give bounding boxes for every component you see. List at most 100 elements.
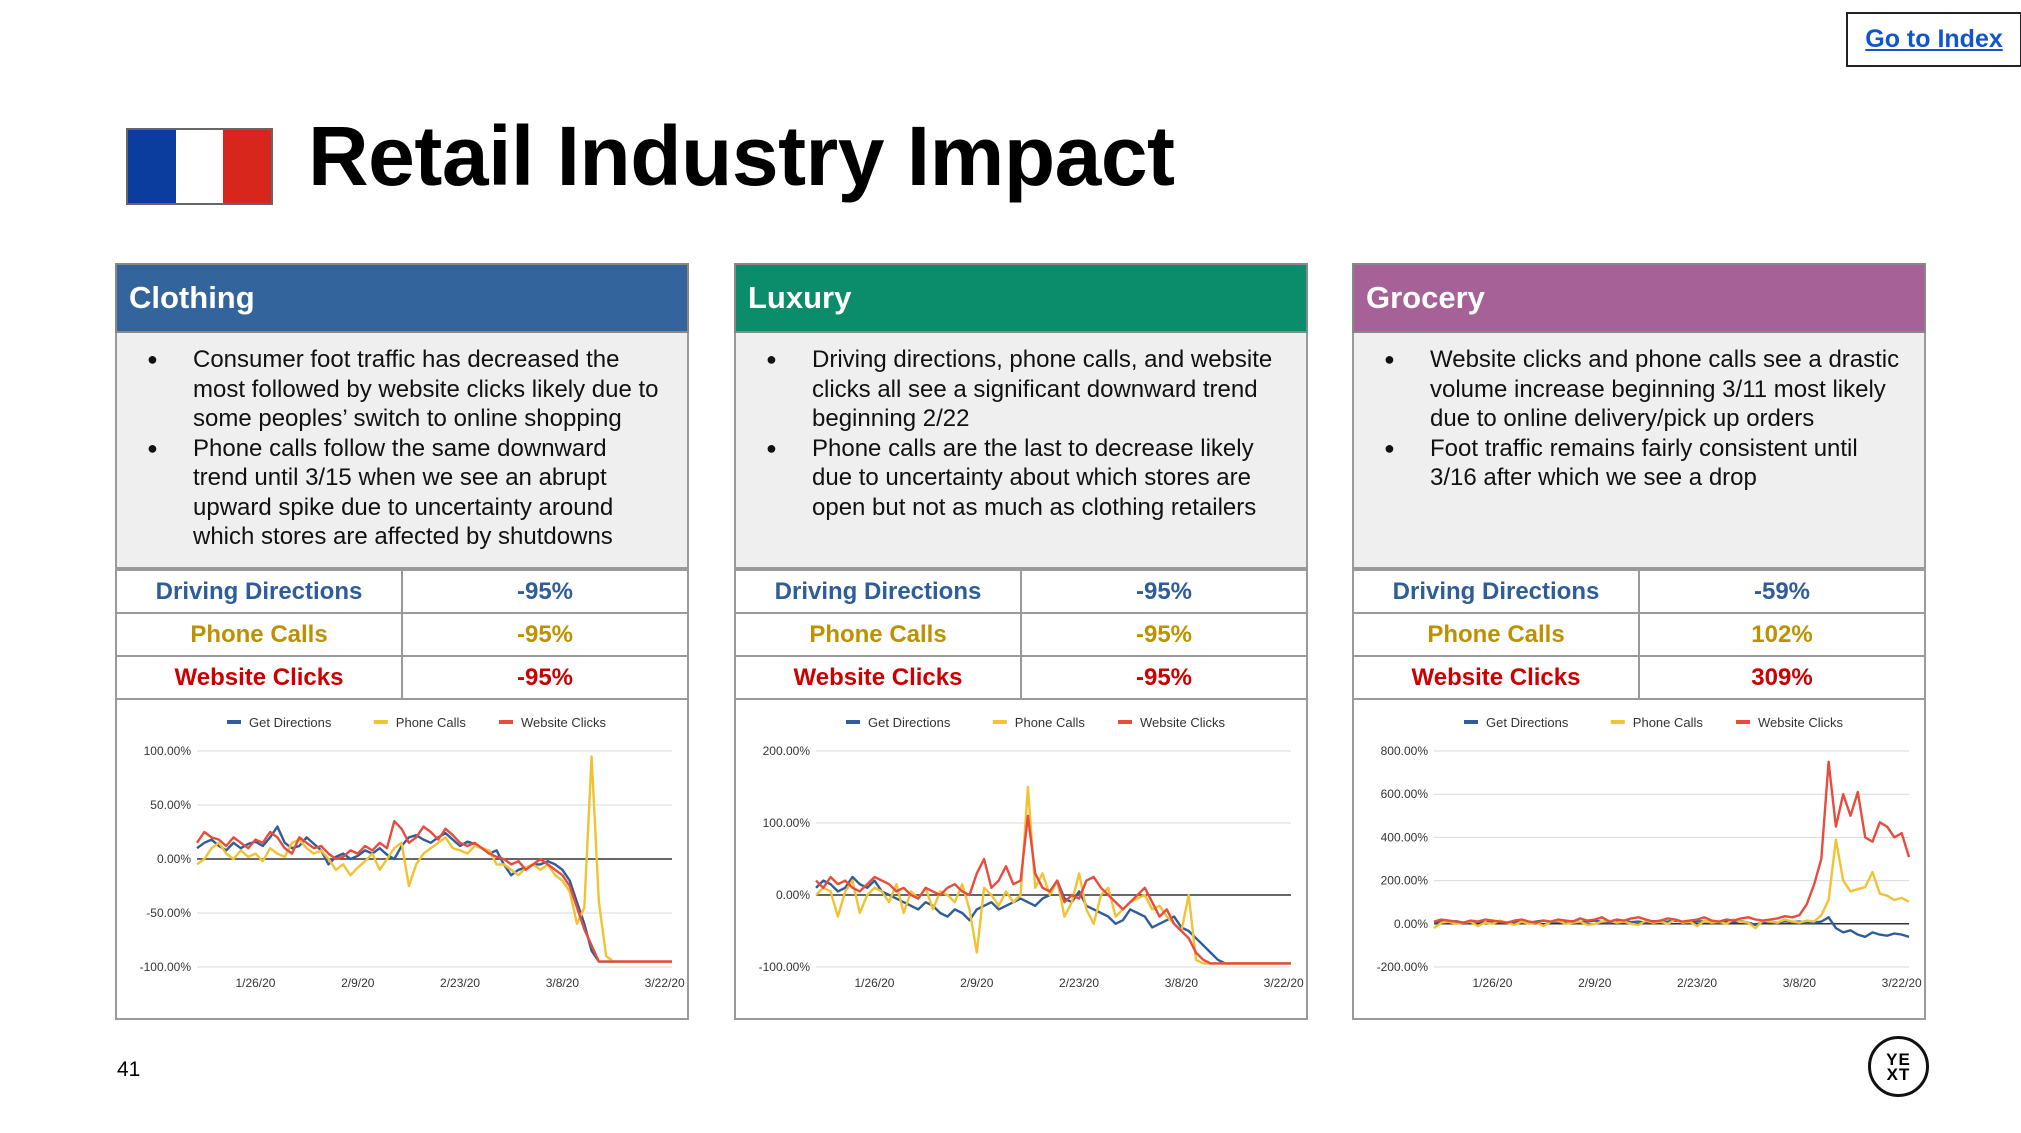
- x-tick-label: 2/23/20: [1059, 976, 1099, 990]
- stat-label: Website Clicks: [115, 655, 403, 700]
- yext-logo: YE XT: [1868, 1036, 1929, 1097]
- panel-luxury: Luxury Driving directions, phone calls, …: [734, 263, 1308, 1020]
- flag-stripe-red: [223, 130, 272, 203]
- stat-row-calls: Phone Calls -95%: [115, 612, 689, 657]
- stat-value: -95%: [1020, 655, 1308, 700]
- stat-row-clicks: Website Clicks 309%: [1352, 655, 1926, 700]
- y-tick-label: 600.00%: [1381, 787, 1429, 801]
- panel-title: Luxury: [734, 263, 1308, 333]
- x-tick-label: 2/23/20: [440, 976, 480, 990]
- x-tick-label: 1/26/20: [235, 976, 275, 990]
- line-chart-clothing: Get Directions Phone Calls Website Clicks 1…: [115, 700, 689, 1020]
- legend-label: Phone Calls: [1633, 715, 1704, 730]
- y-tick-label: -100.00%: [759, 960, 811, 974]
- stat-label: Phone Calls: [734, 612, 1022, 657]
- stat-row-clicks: Website Clicks -95%: [734, 655, 1308, 700]
- x-tick-label: 3/22/20: [1882, 976, 1922, 990]
- series-line-website-clicks: [196, 819, 672, 963]
- bullet-item: Consumer foot traffic has decreased the …: [145, 345, 667, 434]
- x-tick-label: 3/8/20: [1783, 976, 1817, 990]
- chart-svg: Get Directions Phone Calls Website Clicks 8…: [1377, 715, 1922, 990]
- series-line-website-clicks: [815, 814, 1291, 965]
- y-tick-label: 0.00%: [776, 888, 810, 902]
- y-tick-label: 50.00%: [150, 798, 191, 812]
- x-tick-label: 3/8/20: [1165, 976, 1199, 990]
- stat-value: 102%: [1638, 612, 1926, 657]
- stat-value: -59%: [1638, 569, 1926, 614]
- flag-stripe-white: [175, 130, 224, 203]
- panel-clothing: Clothing Consumer foot traffic has decre…: [115, 263, 689, 1020]
- logo-text-top: YE: [1886, 1049, 1911, 1069]
- legend-label: Get Directions: [1486, 715, 1569, 730]
- series-line-website-clicks: [1433, 760, 1911, 924]
- stats-table: Driving Directions -59% Phone Calls 102%…: [1352, 569, 1926, 700]
- line-chart-grocery: Get Directions Phone Calls Website Clicks 8…: [1352, 700, 1926, 1020]
- bullet-item: Phone calls follow the same downward tre…: [145, 434, 667, 552]
- x-tick-label: 2/9/20: [960, 976, 994, 990]
- bullet-item: Phone calls are the last to decrease lik…: [764, 434, 1286, 523]
- stats-table: Driving Directions -95% Phone Calls -95%…: [115, 569, 689, 700]
- x-tick-label: 3/8/20: [546, 976, 580, 990]
- series-line-phone-calls: [196, 755, 672, 963]
- legend-label: Website Clicks: [1758, 715, 1844, 730]
- legend-label: Get Directions: [868, 715, 951, 730]
- x-tick-label: 1/26/20: [1472, 976, 1512, 990]
- y-tick-label: 200.00%: [763, 744, 811, 758]
- panel-notes: Driving directions, phone calls, and web…: [734, 333, 1308, 569]
- stat-value: -95%: [1020, 612, 1308, 657]
- y-tick-label: -200.00%: [1377, 960, 1429, 974]
- bullet-item: Driving directions, phone calls, and web…: [764, 345, 1286, 434]
- panel-title: Grocery: [1352, 263, 1926, 333]
- panel-notes: Consumer foot traffic has decreased the …: [115, 333, 689, 569]
- stat-label: Phone Calls: [115, 612, 403, 657]
- page-number: 41: [117, 1058, 141, 1081]
- series-line-get-directions: [1433, 916, 1910, 939]
- y-tick-label: 100.00%: [763, 816, 811, 830]
- go-to-index-link[interactable]: Go to Index: [1846, 12, 2021, 67]
- stat-row-calls: Phone Calls 102%: [1352, 612, 1926, 657]
- stat-row-directions: Driving Directions -95%: [115, 569, 689, 614]
- x-tick-label: 1/26/20: [854, 976, 894, 990]
- stat-row-clicks: Website Clicks -95%: [115, 655, 689, 700]
- legend-label: Phone Calls: [1015, 715, 1086, 730]
- stat-row-directions: Driving Directions -59%: [1352, 569, 1926, 614]
- stat-label: Website Clicks: [1352, 655, 1640, 700]
- y-tick-label: 400.00%: [1381, 830, 1429, 844]
- stats-table: Driving Directions -95% Phone Calls -95%…: [734, 569, 1308, 700]
- y-tick-label: 800.00%: [1381, 744, 1429, 758]
- page-title: Retail Industry Impact: [308, 109, 1175, 203]
- x-tick-label: 2/9/20: [1578, 976, 1612, 990]
- legend-label: Website Clicks: [1140, 715, 1226, 730]
- legend-label: Phone Calls: [396, 715, 467, 730]
- stat-value: -95%: [401, 569, 689, 614]
- x-tick-label: 2/23/20: [1677, 976, 1717, 990]
- x-tick-label: 3/22/20: [1264, 976, 1304, 990]
- series-line-phone-calls: [1433, 838, 1910, 930]
- stat-label: Driving Directions: [734, 569, 1022, 614]
- y-tick-label: 200.00%: [1381, 874, 1429, 888]
- stat-row-directions: Driving Directions -95%: [734, 569, 1308, 614]
- line-chart-luxury: Get Directions Phone Calls Website Clicks 2…: [734, 700, 1308, 1020]
- chart-svg: Get Directions Phone Calls Website Clicks 2…: [759, 715, 1304, 990]
- series-line-get-directions: [196, 825, 672, 963]
- bullet-item: Website clicks and phone calls see a dra…: [1382, 345, 1904, 434]
- panel-title: Clothing: [115, 263, 689, 333]
- bullet-item: Foot traffic remains fairly consistent u…: [1382, 434, 1904, 493]
- stat-value: -95%: [401, 612, 689, 657]
- y-tick-label: -50.00%: [146, 906, 191, 920]
- panel-grocery: Grocery Website clicks and phone calls s…: [1352, 263, 1926, 1020]
- stat-value: -95%: [1020, 569, 1308, 614]
- x-tick-label: 2/9/20: [341, 976, 375, 990]
- legend-label: Website Clicks: [521, 715, 607, 730]
- logo-text-bottom: XT: [1886, 1064, 1911, 1084]
- legend-label: Get Directions: [249, 715, 332, 730]
- stat-label: Driving Directions: [115, 569, 403, 614]
- stat-row-calls: Phone Calls -95%: [734, 612, 1308, 657]
- y-tick-label: 0.00%: [1394, 917, 1428, 931]
- france-flag: [126, 128, 273, 205]
- stat-label: Website Clicks: [734, 655, 1022, 700]
- y-tick-label: 100.00%: [144, 744, 192, 758]
- y-tick-label: -100.00%: [140, 960, 192, 974]
- stat-value: 309%: [1638, 655, 1926, 700]
- panel-notes: Website clicks and phone calls see a dra…: [1352, 333, 1926, 569]
